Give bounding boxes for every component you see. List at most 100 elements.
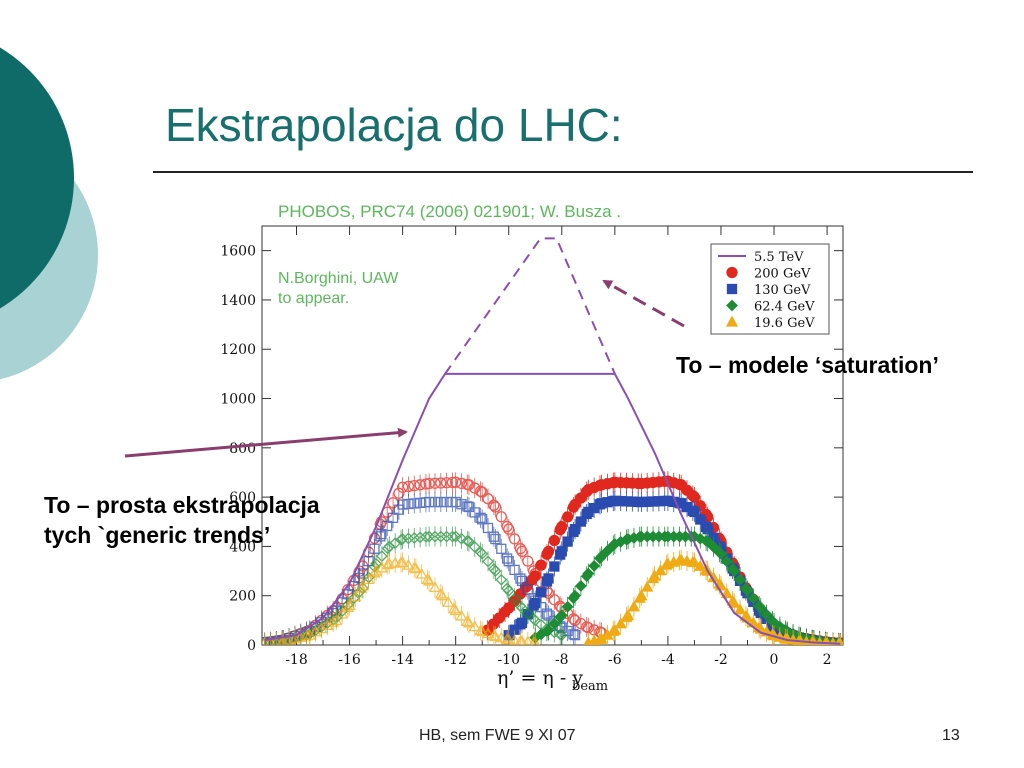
data-point-open xyxy=(502,633,515,645)
data-point-open xyxy=(488,531,500,542)
x-tick-label: -12 xyxy=(444,652,467,668)
x-axis-label: η’ = η - y xyxy=(497,667,583,689)
data-point xyxy=(754,602,767,614)
data-point-open xyxy=(343,599,356,611)
data-point xyxy=(641,580,654,592)
data-point-open xyxy=(421,573,434,585)
data-point-open xyxy=(476,547,489,560)
data-point-open xyxy=(449,604,462,616)
data-point xyxy=(622,609,635,621)
y-tick-label: 1200 xyxy=(220,342,256,358)
data-point-open xyxy=(475,512,486,523)
data-point-open xyxy=(474,624,487,636)
data-point-open xyxy=(381,558,394,570)
data-point-open xyxy=(514,543,527,555)
annotation-extrapolation-line2: tych `generic trends’ xyxy=(44,522,271,548)
legend-label: 200 GeV xyxy=(754,267,811,282)
data-point-open xyxy=(393,504,405,515)
x-tick-label: -6 xyxy=(608,652,622,668)
data-point-open xyxy=(415,567,428,579)
data-point-open xyxy=(530,636,541,645)
annotation-saturation: To – modele ‘saturation’ xyxy=(676,352,939,378)
plot-frame xyxy=(261,225,844,646)
decorative-circles xyxy=(0,47,98,380)
data-point xyxy=(556,521,568,533)
data-point xyxy=(588,560,601,572)
data-point-open xyxy=(402,532,415,545)
data-point-open xyxy=(409,498,420,509)
data-point xyxy=(601,544,614,557)
data-point-open xyxy=(408,479,420,492)
series-line-5-5-tev xyxy=(264,372,841,645)
data-point-open xyxy=(423,477,435,490)
data-point-open xyxy=(554,628,567,641)
data-point xyxy=(614,617,627,629)
legend-swatch xyxy=(725,315,739,327)
arrow-saturation xyxy=(602,279,685,328)
data-point-open xyxy=(330,614,343,626)
data-point xyxy=(561,511,574,523)
chart-title: PHOBOS, PRC74 (2006) 021901; W. Busza . xyxy=(278,202,621,221)
decor-circle-dark xyxy=(0,47,74,309)
data-point-open xyxy=(541,608,553,619)
data-point-open xyxy=(508,633,521,645)
data-point-open xyxy=(376,528,387,540)
data-point-open xyxy=(488,499,500,511)
x-tick-label: -14 xyxy=(391,652,414,668)
data-point-open xyxy=(387,512,399,523)
data-point xyxy=(715,547,727,560)
data-point-open xyxy=(516,634,528,645)
data-point-open xyxy=(436,589,449,601)
data-point xyxy=(556,546,567,557)
data-point-open xyxy=(482,522,494,534)
data-point xyxy=(529,570,541,582)
data-point-open xyxy=(397,499,408,510)
data-point-open xyxy=(375,531,386,542)
data-point xyxy=(689,506,700,518)
data-point-open xyxy=(315,622,328,634)
y-tick-label: 600 xyxy=(229,490,256,506)
data-point-open xyxy=(495,511,507,523)
x-tick-label: -2 xyxy=(714,652,728,668)
x-tick-label: -8 xyxy=(555,652,569,668)
legend-swatch xyxy=(726,266,738,279)
data-point-open xyxy=(409,562,422,574)
legend-swatch xyxy=(726,299,738,312)
data-point-open xyxy=(516,602,528,614)
data-point-open xyxy=(516,545,528,557)
legend-swatch xyxy=(726,283,738,295)
data-point-open xyxy=(382,520,393,532)
data-point xyxy=(548,617,561,630)
data-point-open xyxy=(482,493,494,505)
data-point-open xyxy=(369,564,383,576)
data-point-open xyxy=(402,558,415,570)
data-point-open xyxy=(522,635,534,645)
data-point-open xyxy=(362,573,375,584)
data-point-open xyxy=(468,540,481,553)
data-point-open xyxy=(568,629,579,640)
data-point-open xyxy=(442,595,455,607)
data-point-open xyxy=(503,556,514,567)
data-point xyxy=(569,589,581,602)
data-point-open xyxy=(461,615,474,626)
data-point-open xyxy=(450,496,461,508)
data-point xyxy=(627,600,641,612)
data-point-open xyxy=(509,564,520,576)
data-point-open xyxy=(463,479,475,491)
data-point xyxy=(562,536,573,547)
data-point xyxy=(535,559,547,571)
data-point xyxy=(549,561,560,572)
data-point-open xyxy=(476,625,489,637)
data-point-open xyxy=(469,507,480,518)
data-point-open xyxy=(403,498,414,510)
x-tick-label: -18 xyxy=(285,652,308,668)
data-point-open xyxy=(548,594,561,606)
data-point-open xyxy=(455,477,468,490)
data-point-open xyxy=(276,635,288,645)
data-point xyxy=(516,617,528,628)
data-point xyxy=(608,623,621,635)
data-point-open xyxy=(508,533,521,545)
data-point-open xyxy=(446,476,459,489)
data-point-open xyxy=(336,607,349,619)
